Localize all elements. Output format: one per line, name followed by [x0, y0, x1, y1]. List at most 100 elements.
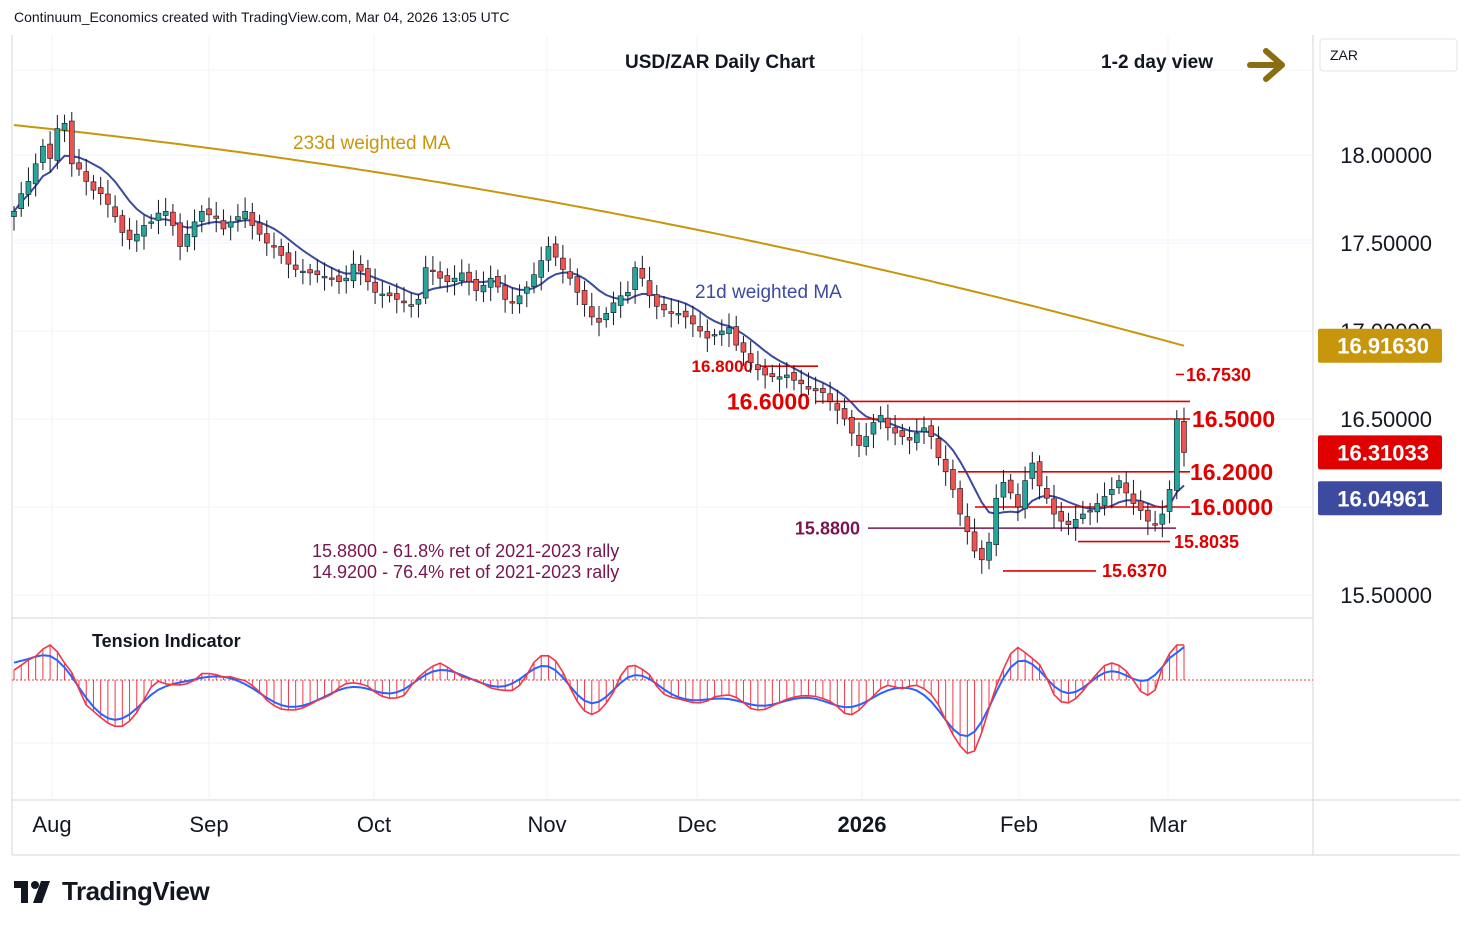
candle: [357, 255, 364, 286]
candle: [444, 268, 451, 293]
level-label-16-5000: 16.5000: [1192, 406, 1275, 432]
candle: [523, 281, 530, 308]
candle: [1007, 473, 1014, 500]
candle: [451, 265, 458, 296]
svg-text:16.31033: 16.31033: [1337, 440, 1429, 465]
candle: [401, 286, 407, 313]
candle: [177, 213, 183, 261]
candle: [1173, 410, 1180, 500]
candle: [538, 246, 545, 291]
candle: [762, 358, 768, 389]
candle: [1051, 485, 1057, 528]
candle: [921, 416, 927, 444]
candle: [1022, 466, 1028, 519]
candle: [588, 292, 595, 326]
candle: [791, 365, 797, 391]
candle: [1123, 471, 1130, 507]
candle: [148, 214, 155, 229]
candle: [90, 175, 97, 200]
candle: [1137, 490, 1144, 520]
candle: [18, 181, 25, 217]
tension-indicator-label: Tension Indicator: [92, 631, 241, 651]
candle: [105, 179, 111, 218]
candle: [935, 426, 942, 466]
axes: 18.0000017.5000017.0000016.5000015.50000…: [32, 143, 1442, 837]
candle: [668, 298, 675, 328]
candle: [11, 206, 17, 231]
candle: [61, 114, 68, 143]
candle: [372, 268, 378, 304]
tradingview-brand[interactable]: TradingView: [14, 876, 210, 907]
tension-indicator-panel: [12, 644, 1313, 755]
level-label-15-6370: 15.6370: [1102, 561, 1167, 581]
candle: [1094, 493, 1101, 523]
candle: [1043, 475, 1050, 504]
level-label-16-0000: 16.0000: [1190, 494, 1273, 520]
candle: [112, 195, 118, 223]
candle: [913, 419, 920, 451]
candle: [1072, 505, 1079, 541]
price-tag: 16.04961: [1318, 481, 1442, 516]
candle: [379, 281, 386, 308]
y-tick-label: 17.50000: [1340, 231, 1432, 256]
currency-label: ZAR: [1330, 47, 1358, 63]
candle: [978, 540, 985, 574]
candle: [798, 369, 805, 398]
candle: [480, 271, 487, 303]
candle: [97, 176, 104, 206]
chart-title: USD/ZAR Daily Chart: [625, 52, 816, 73]
candle: [516, 284, 523, 314]
support-resistance-levels: 16.8000 16.7530 16.6000 16.5000 16.2000 16.00…: [692, 357, 1276, 581]
candle: [776, 363, 783, 393]
candle: [950, 459, 956, 498]
candle: [314, 259, 321, 283]
candle: [783, 362, 790, 389]
x-tick-label: Dec: [677, 812, 716, 837]
candle: [242, 197, 248, 229]
candle: [76, 149, 82, 176]
ma-short-label: 21d weighted MA: [695, 282, 842, 303]
candle: [560, 244, 566, 284]
currency-box[interactable]: [1319, 38, 1458, 72]
candle: [386, 285, 393, 303]
candle: [458, 259, 465, 287]
candle: [718, 319, 725, 346]
candle: [1058, 501, 1065, 532]
candle: [307, 263, 313, 286]
candle: [531, 262, 537, 294]
svg-text:16.04961: 16.04961: [1337, 486, 1429, 511]
candle: [256, 214, 263, 242]
candle: [343, 265, 350, 294]
x-tick-label: Nov: [527, 812, 566, 837]
candle: [1181, 407, 1187, 467]
candle: [899, 423, 906, 445]
y-tick-label: 18.00000: [1340, 143, 1432, 168]
level-label-15-8035: 15.8035: [1174, 532, 1239, 552]
candle: [834, 389, 841, 425]
candle: [155, 199, 162, 235]
candle: [906, 426, 913, 455]
candle: [235, 204, 241, 232]
candle: [617, 281, 624, 318]
candle: [1116, 474, 1122, 494]
candle: [841, 398, 848, 426]
level-label-16-2000: 16.2000: [1190, 459, 1273, 485]
candle: [141, 215, 147, 250]
tradingview-logo-text: TradingView: [62, 876, 210, 906]
fib-note-1: 15.8800 - 61.8% ret of 2021-2023 rally: [312, 541, 619, 561]
y-tick-label: 16.50000: [1340, 407, 1432, 432]
candle: [1000, 469, 1007, 511]
level-label-16-7530: 16.7530: [1186, 365, 1251, 385]
grid-lines: [12, 35, 1313, 800]
candle: [697, 312, 703, 338]
candle: [971, 518, 978, 559]
candle: [170, 203, 176, 236]
level-label-16-6000: 16.6000: [727, 388, 810, 414]
candle: [1036, 455, 1043, 500]
candle: [32, 153, 39, 197]
candle: [740, 335, 747, 366]
candle: [300, 259, 306, 285]
ma-233d-line: [13, 124, 1185, 347]
candle: [1087, 502, 1093, 526]
